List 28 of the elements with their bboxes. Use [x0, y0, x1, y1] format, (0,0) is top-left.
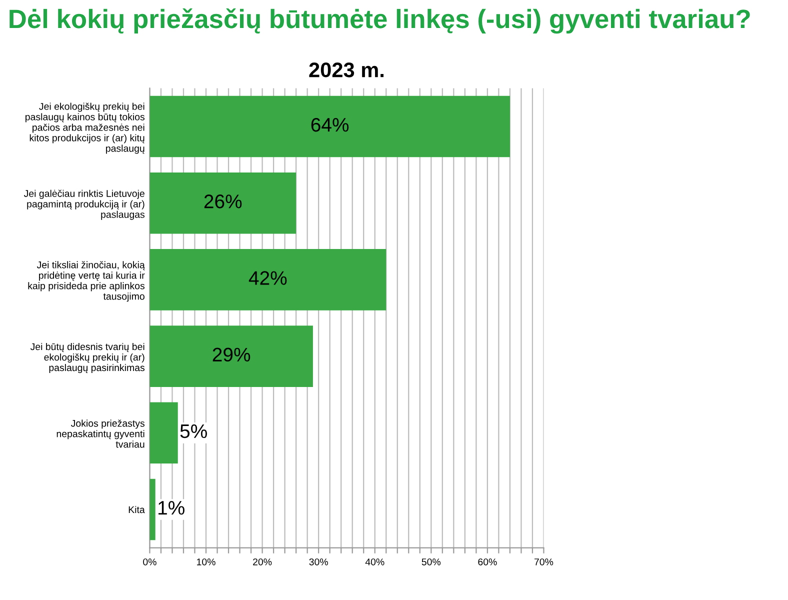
- x-tick-label: 20%: [253, 558, 272, 566]
- data-label: 29%: [212, 348, 250, 362]
- bar: [150, 326, 313, 387]
- y-tick-label: Jei ekologiškų prekių bei paslaugų kainos būtų tokios pačios arba mažesnės nei kitos produkcijos ir (ar) kitų paslaugų: [26, 102, 145, 154]
- data-label: 26%: [204, 194, 242, 208]
- data-label: 42%: [248, 271, 287, 285]
- x-tick-label: 70%: [534, 558, 554, 566]
- data-label: 64%: [311, 118, 349, 132]
- x-tick-label: 10%: [197, 558, 216, 566]
- x-tick-label: 50%: [422, 558, 441, 566]
- y-tick-label: Jokios priežastys nepaskatintų gyventi tvariau: [56, 420, 145, 448]
- y-tick-label: Jei tiksliai žinočiau, kokią pridėtinę vertę tai kuria ir kaip prisideda prie aplinkos tausojimo: [28, 261, 145, 302]
- data-label: 5%: [180, 424, 207, 438]
- x-tick-label: 30%: [309, 558, 328, 566]
- y-tick-label: Jei būtų didesnis tvarių bei ekologiškų prekių ir (ar) paslaugų pasirinkimas: [30, 342, 145, 374]
- bar: [150, 249, 386, 310]
- bar: [150, 172, 296, 234]
- chart-title: Dėl kokių priežasčių būtumėte linkęs (-usi) gyventi tvariau?: [10, 8, 750, 34]
- y-tick-label: Jei galėčiau rinktis Lietuvoje pagamintą produkciją ir (ar) paslaugas: [24, 190, 145, 220]
- y-tick-label: Kita: [128, 506, 145, 514]
- data-label: 1%: [158, 501, 184, 515]
- x-tick-label: 40%: [365, 558, 384, 566]
- x-tick-label: 0%: [143, 558, 156, 566]
- chart-subtitle: 2023 m.: [309, 62, 384, 78]
- bar: [150, 402, 178, 464]
- bar: [150, 96, 510, 158]
- bar: [150, 478, 156, 540]
- x-tick-label: 60%: [478, 558, 497, 566]
